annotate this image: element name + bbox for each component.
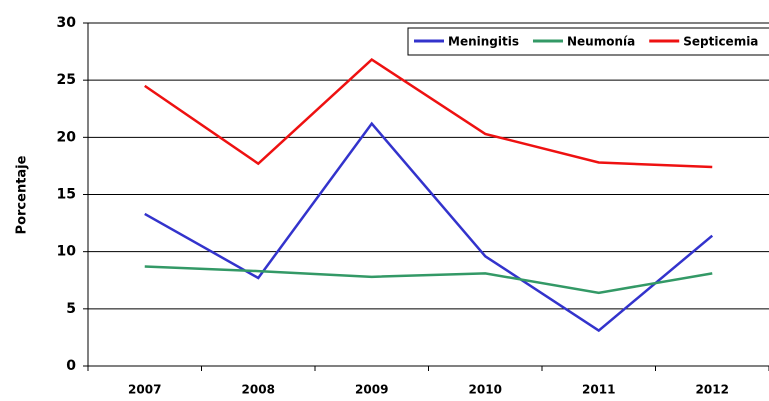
y-tick-label: 0 — [66, 358, 76, 374]
legend-label: Septicemia — [683, 35, 758, 49]
series-line — [144, 265, 713, 295]
legend-label: Neumonía — [567, 35, 635, 49]
x-tick-label: 2012 — [696, 383, 729, 397]
x-tick-label: 2007 — [128, 383, 161, 397]
y-tick-label: 20 — [57, 129, 77, 145]
y-axis-label: Porcentaje — [15, 155, 30, 234]
x-tick-label: 2008 — [242, 383, 275, 397]
y-tick-label: 15 — [57, 187, 76, 203]
x-tick-label: 2009 — [355, 383, 388, 397]
legend-label: Meningitis — [448, 35, 519, 49]
legend-box — [407, 27, 769, 56]
legend: Meningitis Neumonía Septicemia — [407, 27, 769, 56]
x-tick-label: 2011 — [582, 383, 615, 397]
y-tick-label: 5 — [66, 301, 76, 317]
x-tick-label: 2010 — [469, 383, 502, 397]
y-tick-label: 10 — [57, 244, 77, 260]
series-line — [144, 58, 713, 169]
y-tick-label: 25 — [57, 72, 76, 88]
series-line — [144, 121, 714, 333]
y-tick-label: 30 — [57, 15, 77, 31]
